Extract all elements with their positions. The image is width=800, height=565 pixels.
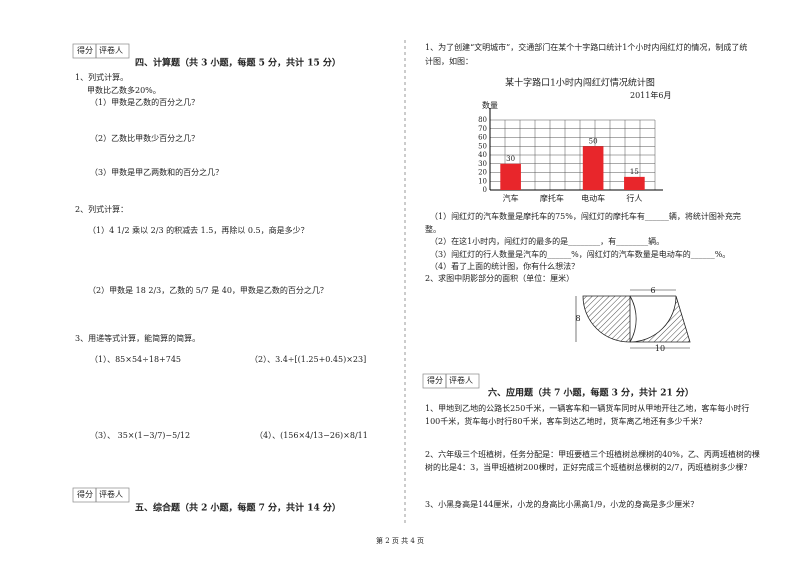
value-label: 30	[506, 155, 515, 163]
figure	[575, 289, 691, 349]
figure-label: 6	[650, 286, 655, 295]
question: （1）4 1/2 乘以 2/3 的积减去 1.5，再除以 0.5，商是多少？	[88, 225, 309, 235]
question: 1、甲地到乙地的公路长250千米，一辆客车和一辆货车同时从甲地开往乙地，客车每小…	[425, 403, 749, 413]
question: （2）乙数比甲数少百分之几？	[90, 133, 199, 143]
y-tick-label: 80	[478, 116, 487, 124]
question: （4）、(156×4/13−26)×8/11	[255, 431, 368, 440]
score-box	[72, 43, 130, 59]
y-tick-label: 0	[483, 186, 487, 194]
grader-label: 评卷人	[99, 489, 123, 499]
y-tick-label: 40	[478, 151, 487, 159]
score-label: 得分	[77, 45, 93, 55]
question: 1、为了创建“文明城市”，交通部门在某个十字路口统计1个小时内闯红灯的情况，制成…	[425, 42, 747, 52]
question: 2、列式计算：	[75, 204, 128, 214]
question: 1、列式计算。	[75, 72, 128, 82]
question: （1）闯红灯的汽车数量是摩托车的75%，闯红灯的摩托车有______辆，将统计图…	[430, 211, 741, 221]
x-tick-label: 行人	[626, 193, 642, 203]
y-tick-label: 20	[478, 169, 487, 177]
value-label: 50	[589, 137, 598, 145]
question: （3）、 35×(1−3/7)−5/12	[90, 431, 190, 440]
question: （2）、3.4÷[(1.25+0.45)×23]	[250, 355, 366, 364]
question: （1）、85×54÷18+745	[90, 355, 181, 364]
section-title: 五、综合题（共 2 小题，每题 7 分，共计 14 分）	[135, 502, 341, 514]
question: 2、求图中阴影部分的面积（单位：厘米）	[425, 273, 574, 283]
y-axis-label: 数量	[482, 100, 498, 110]
score-label: 得分	[77, 489, 93, 499]
score-box	[72, 487, 130, 503]
score-box	[422, 373, 480, 389]
x-tick-label: 汽车	[503, 193, 519, 203]
question: （3）闯红灯的行人数量是汽车的______%，闯红灯的汽车数量是电动车的____…	[430, 249, 730, 259]
section-title: 六、应用题（共 7 小题，每题 3 分，共计 21 分）	[488, 387, 694, 399]
figure-label: 8	[575, 314, 580, 323]
question: （1）甲数是乙数的百分之几？	[90, 97, 199, 107]
section-title: 四、计算题（共 3 小题，每题 5 分，共计 15 分）	[135, 57, 341, 69]
y-tick-label: 60	[478, 134, 487, 142]
y-tick-label: 70	[478, 125, 487, 133]
question: （3）甲数是甲乙两数和的百分之几？	[90, 167, 223, 177]
question: 树的比是4：3，当甲班植树200棵时，正好完成三个班植树总棵树的2/7，丙班植树…	[425, 462, 751, 472]
question: （4）看了上面的统计图，你有什么想法？	[430, 261, 579, 271]
question: 甲数比乙数多20%。	[87, 85, 161, 95]
chart-subtitle: 2011年6月	[630, 90, 671, 100]
question: 100千米，货车每小时行80千米，客车到达乙地时，货车离乙地还有多少千米？	[425, 416, 706, 426]
grader-label: 评卷人	[449, 375, 473, 385]
figure-label: 10	[655, 344, 665, 353]
question: 3、用递等式计算，能简算的简算。	[75, 333, 200, 343]
y-tick-label: 30	[478, 160, 487, 168]
footer: 第 2 页 共 4 页	[376, 536, 424, 545]
value-label: 15	[630, 168, 639, 176]
bar	[624, 176, 645, 190]
bar	[582, 146, 604, 190]
x-tick-label: 摩托车	[540, 193, 564, 203]
question: （2）在这1小时内，闯红灯的最多的是________，有________辆。	[430, 236, 664, 246]
chart-title: 某十字路口1小时内闯红灯情况统计图	[505, 77, 655, 89]
question: 整。	[425, 224, 441, 234]
question: 3、小黑身高是144厘米，小龙的身高比小黑高1/9，小龙的身高是多少厘米？	[425, 499, 698, 509]
question: （2）甲数是 18 2/3，乙数的 5/7 是 40，甲数是乙数的百分之几？	[88, 285, 328, 295]
x-tick-label: 电动车	[581, 193, 605, 203]
score-label: 得分	[427, 375, 443, 385]
y-tick-label: 10	[478, 177, 487, 185]
question: 计图，如图：	[425, 56, 473, 66]
question: 2、六年级三个班植树，任务分配是：甲班要植三个班植树总棵树的40%，乙、丙两班植…	[425, 449, 760, 459]
bar	[500, 163, 521, 190]
y-tick-label: 50	[478, 142, 487, 150]
grader-label: 评卷人	[99, 45, 123, 55]
